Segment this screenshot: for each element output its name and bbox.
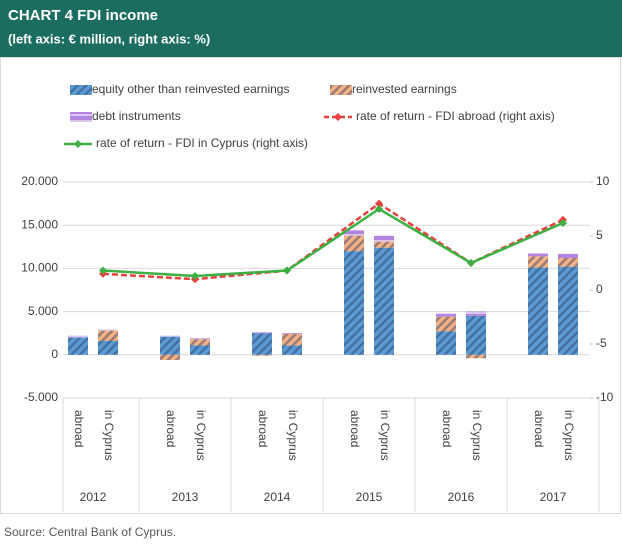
bar-segment: [98, 329, 118, 331]
legend-swatch: [330, 85, 352, 95]
bar-segment: [374, 235, 394, 242]
y2-tick-label: 10: [596, 174, 610, 188]
bar-segment: [160, 336, 180, 355]
bar-segment: [282, 345, 302, 355]
x-tick-label: abroad: [532, 410, 546, 447]
y-tick-label: 20.000: [21, 174, 58, 188]
bar-segment: [344, 235, 364, 252]
legend-label: equity other than reinvested earnings: [92, 82, 289, 96]
y-tick-label: 10.000: [21, 261, 58, 275]
legend-marker: [334, 113, 342, 121]
bar-segment: [436, 316, 456, 332]
legend-swatch: [70, 85, 92, 95]
x-tick-label: in Cyprus: [378, 410, 392, 461]
bar-segment: [344, 251, 364, 355]
rate-marker: [467, 259, 475, 267]
rate-line: [102, 202, 564, 281]
bar-segment: [282, 334, 302, 346]
rate-marker: [99, 266, 107, 275]
bar-segment: [190, 338, 210, 340]
source-note: Source: Central Bank of Cyprus.: [4, 525, 176, 539]
bar-segment: [436, 331, 456, 355]
bar-segment: [160, 335, 180, 337]
rate-marker: [375, 199, 383, 208]
y2-tick-label: -5: [596, 336, 607, 350]
bar-segment: [190, 345, 210, 355]
group-label: 2017: [540, 490, 567, 504]
bar-segment: [374, 241, 394, 248]
rate-marker: [559, 219, 567, 228]
rate-marker: [375, 205, 383, 213]
legend-label: debt instruments: [92, 109, 181, 123]
group-label: 2012: [80, 490, 107, 504]
x-tick-label: in Cyprus: [194, 410, 208, 461]
bar-segment: [98, 330, 118, 341]
x-tick-label: abroad: [440, 410, 454, 447]
legend-swatch: [70, 112, 92, 122]
rate-line: [102, 207, 564, 278]
bar-segment: [374, 247, 394, 355]
bar-segment: [466, 311, 486, 316]
bar-segment: [344, 230, 364, 236]
y2-tick-label: 5: [596, 228, 603, 242]
y-tick-label: 15.000: [21, 217, 58, 231]
bar-segment: [466, 315, 486, 355]
x-tick-label: abroad: [164, 410, 178, 447]
x-tick-label: abroad: [72, 410, 86, 447]
y-tick-label: 0: [51, 347, 58, 361]
bar-segment: [160, 354, 180, 360]
chart-frame: [0, 57, 621, 514]
bar-segment: [282, 333, 302, 335]
x-tick-label: in Cyprus: [102, 410, 116, 461]
rate-marker: [283, 266, 291, 275]
x-tick-label: abroad: [348, 410, 362, 447]
chart-title: CHART 4 FDI income: [8, 7, 158, 24]
y-tick-label: 5.000: [28, 304, 58, 318]
legend-label: rate of return - FDI in Cyprus (right ax…: [96, 136, 308, 150]
group-label: 2016: [448, 490, 475, 504]
bar-segment: [252, 332, 272, 334]
chart-subtitle: (left axis: € million, right axis: %): [8, 31, 210, 46]
x-tick-label: in Cyprus: [470, 410, 484, 461]
legend-label: reinvested earnings: [352, 82, 457, 96]
bar-segment: [558, 266, 578, 355]
bar-segment: [528, 252, 548, 257]
bar-segment: [68, 335, 88, 338]
header-band: [0, 0, 622, 57]
x-tick-label: abroad: [256, 410, 270, 447]
legend-label: rate of return - FDI abroad (right axis): [356, 109, 555, 123]
x-tick-label: in Cyprus: [562, 410, 576, 461]
bar-segment: [252, 333, 272, 355]
bar-segment: [466, 354, 486, 359]
group-label: 2014: [264, 490, 291, 504]
bar-segment: [436, 313, 456, 317]
x-tick-label: in Cyprus: [286, 410, 300, 461]
rate-marker: [191, 271, 199, 280]
y2-tick-label: -10: [596, 390, 614, 404]
y-tick-label: -5.000: [24, 390, 58, 404]
bar-segment: [528, 267, 548, 355]
legend-marker: [74, 140, 82, 148]
bar-segment: [558, 258, 578, 267]
y2-tick-label: 0: [596, 282, 603, 296]
bar-segment: [98, 340, 118, 355]
group-label: 2013: [172, 490, 199, 504]
group-label: 2015: [356, 490, 383, 504]
bar-segment: [190, 339, 210, 346]
bar-segment: [558, 253, 578, 259]
bar-segment: [68, 337, 88, 355]
bar-segment: [252, 354, 272, 356]
bar-segment: [528, 256, 548, 268]
